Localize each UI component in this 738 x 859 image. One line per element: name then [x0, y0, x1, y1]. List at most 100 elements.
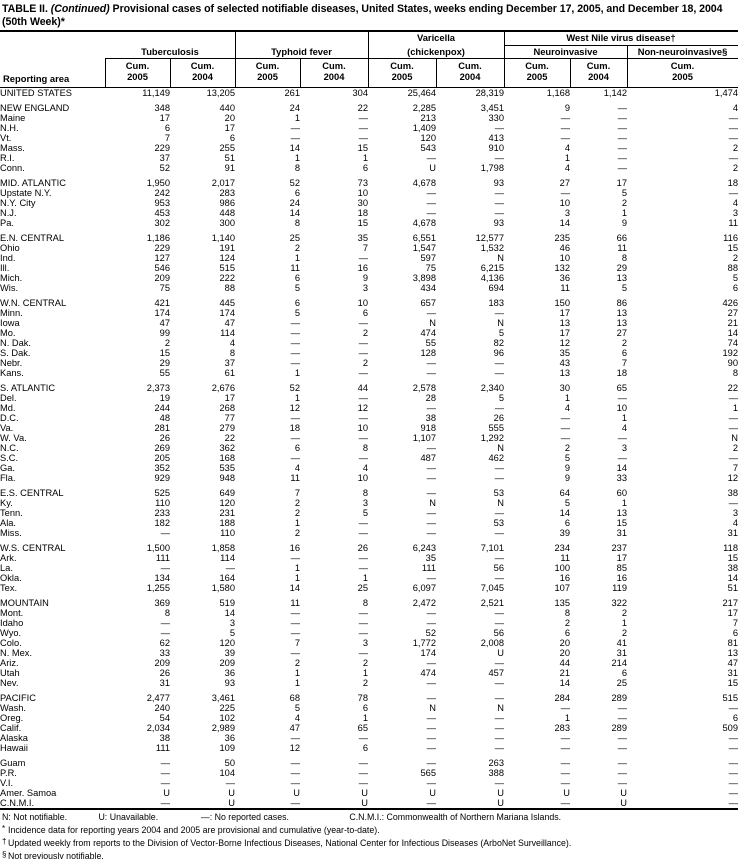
- value-cell: 8: [294, 218, 300, 228]
- value-cell: 4,678: [412, 218, 436, 228]
- reporting-area-cell: Calif.: [0, 723, 22, 733]
- value-cell: 4: [732, 518, 738, 528]
- value-cell: 16: [289, 543, 300, 553]
- value-cell: 2: [732, 163, 738, 173]
- value-cell: 6,243: [412, 543, 436, 553]
- value-cell: 12: [727, 473, 738, 483]
- value-cell: 474: [420, 668, 436, 678]
- table-row-state: Conn. 52 91 8 6 U 1,798 4 — 2: [0, 163, 738, 173]
- value-cell: 3: [732, 508, 738, 518]
- value-cell: —: [617, 758, 627, 768]
- value-cell: 300: [219, 218, 235, 228]
- value-cell: 1,798: [480, 163, 504, 173]
- value-cell: —: [290, 608, 300, 618]
- reporting-area-cell: Wyo.: [0, 628, 22, 638]
- value-cell: 1: [294, 518, 300, 528]
- value-cell: 14: [727, 573, 738, 583]
- value-cell: 2: [294, 658, 300, 668]
- value-cell: —: [617, 453, 627, 463]
- value-cell: —: [160, 798, 170, 808]
- value-cell: —: [728, 393, 738, 403]
- value-cell: —: [290, 798, 300, 808]
- value-cell: 20: [224, 113, 235, 123]
- value-cell: 11: [290, 473, 300, 483]
- value-cell: 225: [219, 703, 235, 713]
- value-cell: 4,136: [480, 273, 504, 283]
- value-cell: 11: [290, 598, 300, 608]
- value-cell: 462: [488, 453, 504, 463]
- value-cell: —: [290, 413, 300, 423]
- value-cell: 22: [224, 433, 235, 443]
- header-rule-wnv: [504, 45, 738, 46]
- value-cell: 434: [420, 283, 436, 293]
- value-cell: 1: [621, 413, 627, 423]
- value-cell: 18: [727, 178, 738, 188]
- value-cell: 6: [564, 628, 570, 638]
- col-group-typhoid: Typhoid fever: [271, 45, 332, 57]
- col-header: Cum. 2005: [125, 60, 150, 82]
- value-cell: N: [429, 703, 436, 713]
- value-cell: 6: [294, 273, 300, 283]
- value-cell: 283: [554, 723, 570, 733]
- table-row-state: Wyo. — 5 — — 52 56 6 2 6: [0, 628, 738, 638]
- value-cell: 2,676: [211, 383, 235, 393]
- value-cell: 1: [621, 208, 627, 218]
- table-row-state: Mont. 8 14 — — — — 8 2 17: [0, 608, 738, 618]
- value-cell: 75: [425, 263, 436, 273]
- value-cell: 2,521: [480, 598, 504, 608]
- value-cell: 5: [294, 703, 300, 713]
- reporting-area-header: Reporting area: [3, 73, 70, 84]
- value-cell: 27: [559, 178, 570, 188]
- value-cell: —: [728, 453, 738, 463]
- value-cell: 10: [559, 198, 570, 208]
- value-cell: 14: [559, 218, 570, 228]
- value-cell: 31: [727, 668, 738, 678]
- value-cell: 348: [154, 103, 170, 113]
- reporting-area-cell: E.N. CENTRAL: [0, 233, 65, 243]
- value-cell: 1: [294, 678, 300, 688]
- value-cell: 2: [621, 338, 627, 348]
- reporting-area-cell: Colo.: [0, 638, 22, 648]
- value-cell: 107: [554, 583, 570, 593]
- value-cell: 77: [224, 413, 235, 423]
- value-cell: 5: [564, 453, 570, 463]
- value-cell: U: [228, 798, 235, 808]
- value-cell: 13: [616, 308, 627, 318]
- value-cell: 4: [362, 463, 368, 473]
- value-cell: 9: [621, 218, 627, 228]
- table-row-region: PACIFIC 2,477 3,461 68 78 — — 284 289 515: [0, 693, 738, 703]
- header-divider: [436, 58, 437, 88]
- value-cell: 6: [362, 308, 368, 318]
- value-cell: 12,577: [475, 233, 504, 243]
- value-cell: 5: [564, 498, 570, 508]
- value-cell: 2: [564, 443, 570, 453]
- value-cell: 39: [224, 648, 235, 658]
- value-cell: 11: [560, 283, 570, 293]
- value-cell: 214: [611, 658, 627, 668]
- value-cell: —: [426, 743, 436, 753]
- value-cell: —: [358, 758, 368, 768]
- value-cell: 16: [559, 573, 570, 583]
- value-cell: 509: [722, 723, 738, 733]
- value-cell: 1,409: [412, 123, 436, 133]
- value-cell: 5: [294, 308, 300, 318]
- value-cell: 118: [723, 543, 738, 553]
- value-cell: 10: [357, 298, 368, 308]
- reporting-area-cell: Wash.: [0, 703, 27, 713]
- value-cell: —: [617, 733, 627, 743]
- reporting-area-cell: C.N.M.I.: [0, 798, 35, 808]
- value-cell: 18: [616, 368, 627, 378]
- value-cell: 6: [294, 443, 300, 453]
- value-cell: —: [494, 723, 504, 733]
- value-cell: 27: [727, 308, 738, 318]
- value-cell: 13: [616, 508, 627, 518]
- footnote-asterisk: * Incidence data for reporting years 2004…: [2, 824, 380, 835]
- value-cell: 52: [159, 163, 170, 173]
- value-cell: 127: [154, 253, 170, 263]
- value-cell: —: [290, 338, 300, 348]
- value-cell: 515: [219, 263, 235, 273]
- value-cell: 2: [362, 328, 368, 338]
- value-cell: 535: [219, 463, 235, 473]
- value-cell: 90: [727, 358, 738, 368]
- reporting-area-cell: Oreg.: [0, 713, 24, 723]
